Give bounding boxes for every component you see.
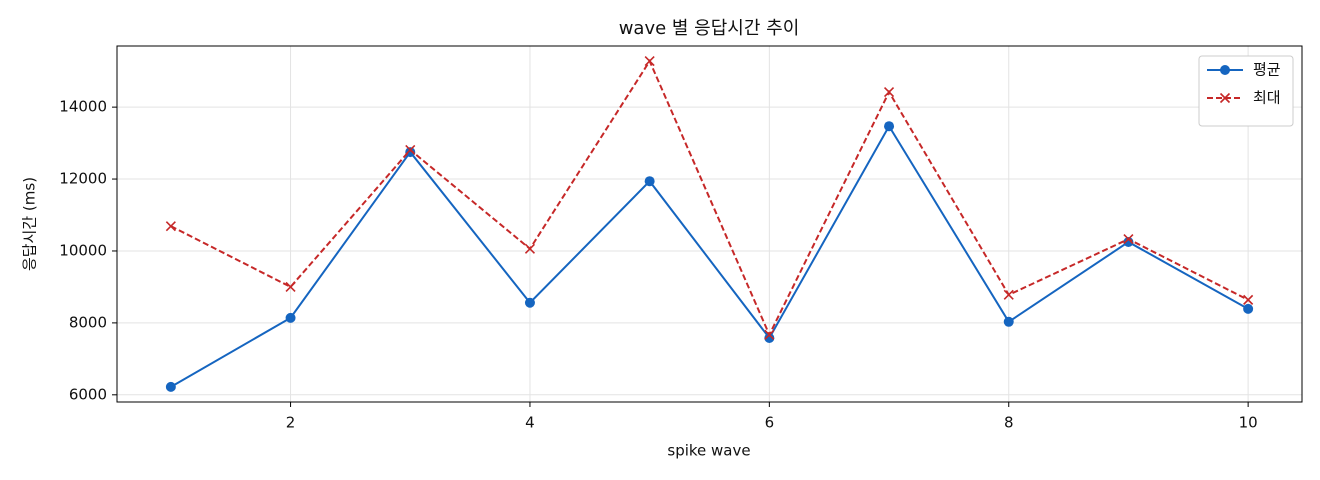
plot-frame [116, 45, 1303, 403]
marker [1003, 316, 1014, 327]
marker-stroke [1123, 234, 1134, 245]
x-tick-label: 8 [1004, 414, 1014, 432]
marker [1219, 92, 1231, 104]
y-tick-label: 8000 [69, 313, 107, 331]
marker-stroke [1243, 294, 1254, 305]
legend-label: 평균 [1253, 61, 1281, 79]
marker [285, 281, 296, 292]
marker-stroke [1219, 92, 1231, 104]
marker [1003, 289, 1014, 300]
marker [165, 221, 176, 232]
marker [644, 176, 655, 187]
marker [524, 297, 535, 308]
marker-stroke [1003, 289, 1014, 300]
marker [764, 332, 775, 343]
x-tick-label: 6 [765, 414, 775, 432]
marker-stroke [405, 144, 416, 155]
marker [883, 86, 895, 98]
y-axis-label: 응답시간 (ms) [21, 177, 39, 271]
x-tick-label: 2 [286, 414, 296, 432]
marker [1220, 65, 1230, 75]
x-tick-label: 10 [1239, 414, 1258, 432]
series-line [170, 124, 1249, 388]
marker-stroke [764, 329, 775, 340]
y-tick-label: 14000 [59, 98, 107, 116]
marker-stroke [524, 243, 536, 254]
y-tick-label: 10000 [59, 241, 107, 259]
marker [1243, 303, 1254, 314]
marker [1243, 294, 1254, 305]
chart-title: wave 별 응답시간 추이 [619, 18, 800, 39]
legend-label: 최대 [1253, 89, 1281, 107]
marker-stroke [165, 221, 176, 232]
x-tick-label: 4 [525, 414, 535, 432]
marker [884, 121, 895, 132]
marker [524, 243, 536, 254]
marker [285, 312, 296, 323]
marker [1123, 234, 1134, 245]
series-line [170, 58, 1249, 338]
y-tick-label: 6000 [69, 385, 107, 403]
marker [644, 56, 655, 67]
x-axis-label: spike wave [667, 442, 750, 460]
marker [405, 147, 416, 158]
marker-stroke [285, 281, 296, 292]
y-tick-label: 12000 [59, 170, 107, 188]
marker [764, 329, 775, 340]
marker-stroke [644, 56, 655, 67]
marker [165, 381, 176, 392]
marker-stroke [883, 86, 895, 98]
marker [405, 144, 416, 155]
